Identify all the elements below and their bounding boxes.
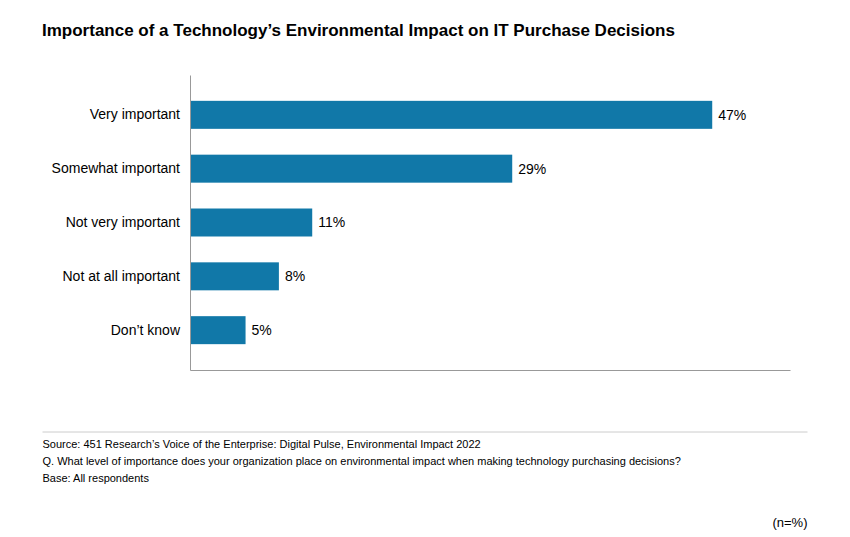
y-tick-label: Not very important: [66, 214, 180, 230]
title: Importance of a Technology’s Environment…: [42, 21, 675, 40]
x-axis-line: [191, 370, 791, 371]
y-axis-line: [190, 76, 191, 371]
data-label: 29%: [518, 161, 546, 177]
bar: [190, 101, 712, 129]
plot: Don’t know Not at all important Not very i…: [52, 76, 791, 371]
source-line: Q. What level of importance does your or…: [43, 455, 681, 467]
y-tick: Not at all important: [63, 268, 191, 284]
y-tick-label: Don’t know: [111, 322, 181, 338]
data-labels: 5% 8% 11% 29% 47%: [252, 107, 747, 338]
y-tick: Not very important: [66, 214, 190, 230]
x-axis: [191, 370, 791, 371]
source: Source: 451 Research’s Voice of the Ente…: [43, 438, 681, 484]
bar: [190, 316, 246, 344]
separator: [43, 432, 808, 433]
data-label: 5%: [252, 322, 272, 338]
y-tick: Somewhat important: [52, 160, 190, 176]
source-line: Source: 451 Research’s Voice of the Ente…: [43, 438, 481, 450]
y-tick-label: Not at all important: [63, 268, 181, 284]
y-axis: Don’t know Not at all important Not very i…: [52, 76, 191, 371]
bar: [190, 262, 279, 290]
bar: [190, 209, 312, 237]
y-tick-label: Somewhat important: [52, 160, 181, 176]
chart: Importance of a Technology’s Environment…: [0, 0, 850, 537]
source-line: Base: All respondents: [43, 472, 150, 484]
bar: [190, 155, 512, 183]
data-label: 11%: [318, 214, 345, 230]
y-tick: Don’t know: [111, 322, 190, 338]
footnote: (n=%): [772, 515, 807, 530]
y-tick: Very important: [90, 106, 190, 122]
bars: [190, 101, 712, 344]
data-label: 8%: [285, 268, 305, 284]
data-label: 47%: [718, 107, 746, 123]
y-tick-label: Very important: [90, 106, 180, 122]
